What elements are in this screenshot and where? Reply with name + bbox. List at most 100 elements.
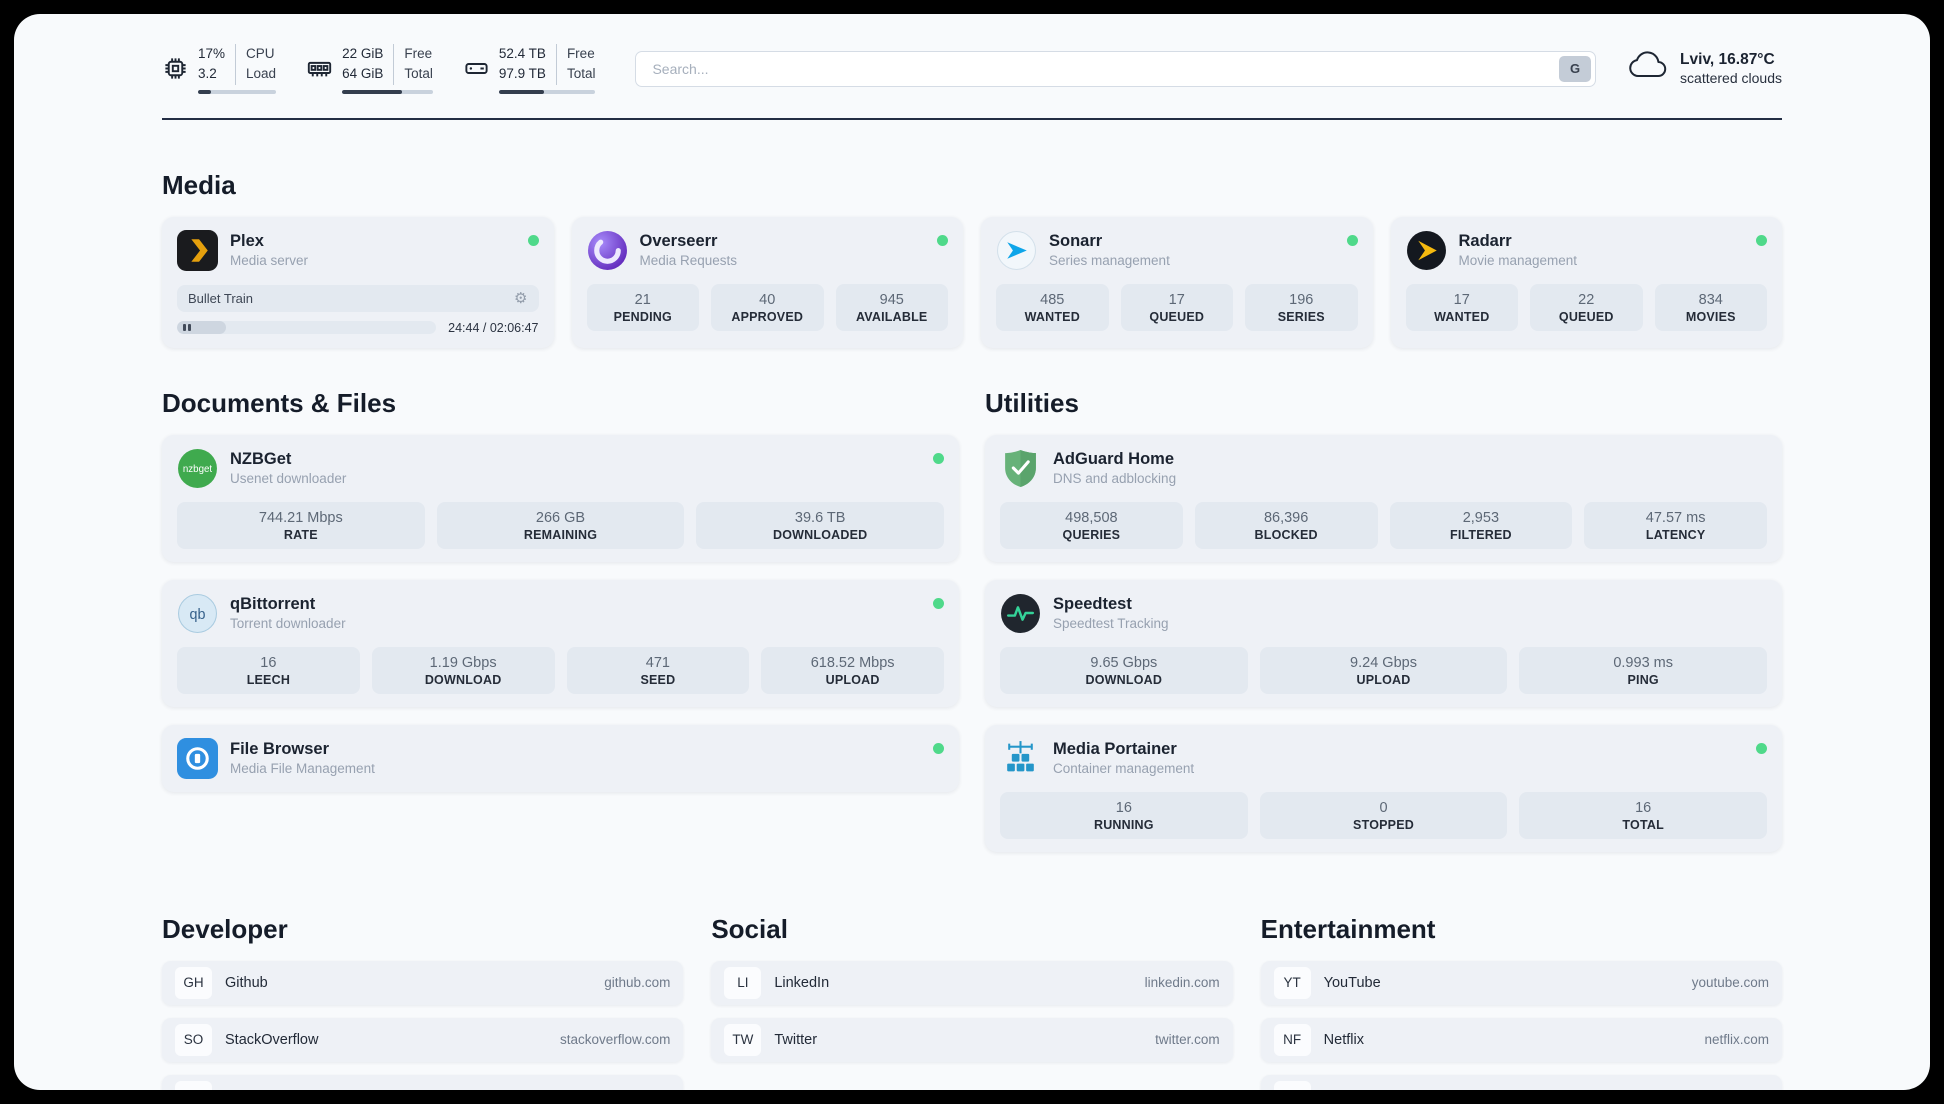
stat-value: 47.57 ms [1645,509,1706,526]
cloud-icon [1626,50,1670,87]
app-card-speedtest[interactable]: Speedtest Speedtest Tracking 9.65 Gbps D… [985,579,1782,707]
stat-label: PING [1627,672,1659,687]
stat-tile: 1.19 Gbps DOWNLOAD [371,646,555,694]
disk-total-label: Total [566,66,596,82]
bookmark-stackoverflow[interactable]: SO StackOverflow stackoverflow.com [162,1017,684,1062]
app-subtitle: Media Requests [639,253,738,268]
app-subtitle: DNS and adblocking [1053,471,1177,486]
stat-tile: 16 RUNNING [1000,791,1248,839]
stat-label: AVAILABLE [856,309,928,324]
stat-value: 40 [759,291,776,308]
app-card-radarr[interactable]: Radarr Movie management 17 WANTED 22 QUE… [1390,216,1782,348]
search-engine-button[interactable]: G [1559,55,1592,82]
search-input[interactable] [635,50,1597,87]
disk-free-value: 52.4 TB [498,46,546,61]
section-title-developer: Developer [162,913,288,944]
cpu-metric: 17% 3.2 CPU Load [162,44,277,94]
weather-widget: Lviv, 16.87°C scattered clouds [1626,50,1782,87]
topbar: 17% 3.2 CPU Load 22 GiB [162,44,1782,94]
plex-icon [177,229,218,271]
stat-tile: 618.52 Mbps UPLOAD [761,646,944,694]
gear-icon[interactable]: ⚙ [514,289,528,307]
section-title-media: Media [162,169,236,200]
app-card-sonarr[interactable]: Sonarr Series management 485 WANTED 17 Q… [981,216,1373,348]
stat-label: APPROVED [731,309,804,324]
stat-tile: 744.21 Mbps RATE [177,501,425,549]
stat-value: 0.993 ms [1613,654,1673,671]
ram-free-label: Free [404,46,433,61]
stat-tile: 471 SEED [566,646,750,694]
playback-progressbar[interactable] [177,321,437,334]
bookmark-youtube[interactable]: YT YouTube youtube.com [1260,960,1782,1005]
header-divider [162,117,1782,120]
cpu-load-value: 3.2 [198,66,217,82]
app-card-filebrowser[interactable]: File Browser Media File Management [162,724,959,792]
stat-tile: 16 LEECH [177,646,360,694]
bookmark-url: dev.to [635,1089,671,1090]
stat-value: 86,396 [1263,509,1309,526]
bookmark-badge: YT [1273,966,1311,999]
bookmark-name: Twitter [774,1031,818,1048]
bookmark-url: stackoverflow.com [560,1032,671,1047]
bookmark-badge: LI [724,966,762,999]
cpu-icon [162,55,189,82]
stat-tile: 22 QUEUED [1530,283,1643,331]
svg-text:nzbget: nzbget [183,464,212,475]
stat-label: SERIES [1277,309,1325,324]
overseerr-icon [587,230,628,271]
app-card-adguard[interactable]: AdGuard Home DNS and adblocking 498,508 … [985,434,1782,562]
ram-progressbar [342,89,433,94]
bookmark-name: DEV [225,1089,255,1091]
stat-value: 9.65 Gbps [1090,654,1158,671]
svg-text:qb: qb [190,607,206,623]
bookmark-url: github.com [604,975,671,990]
status-dot [933,597,944,609]
bookmark-reddit[interactable]: RE Reddit reddit.com [1260,1074,1782,1090]
ram-total-label: Total [404,66,433,82]
bookmark-twitter[interactable]: TW Twitter twitter.com [711,1017,1233,1062]
disk-progressbar [498,89,596,94]
stat-tile: 2,953 FILTERED [1389,501,1573,549]
stat-tile: 47.57 ms LATENCY [1584,501,1767,549]
bookmark-linkedin[interactable]: LI LinkedIn linkedin.com [711,960,1233,1005]
bookmark-badge: SO [175,1023,212,1056]
bookmark-github[interactable]: GH Github github.com [162,960,684,1005]
stat-value: 266 GB [535,509,586,526]
app-subtitle: Series management [1049,253,1170,268]
section-title-social: Social [711,913,788,944]
stat-tile: 9.65 Gbps DOWNLOAD [1000,646,1248,694]
app-card-plex[interactable]: Plex Media server Bullet Train ⚙ 24:44 /… [162,216,554,348]
bookmark-name: Github [225,974,268,991]
stat-value: 21 [634,291,651,308]
cpu-load-label: Load [246,66,277,82]
stat-label: TOTAL [1622,817,1664,832]
stat-label: DOWNLOADED [773,527,868,542]
filebrowser-icon [177,737,218,779]
app-card-portainer[interactable]: Media Portainer Container management 16 … [985,724,1782,852]
stat-label: RATE [283,527,318,542]
stat-value: 1.19 Gbps [429,654,497,671]
section-documents: Documents & Files nzbget NZBGet Usenet d… [162,388,959,792]
ram-metric: 22 GiB 64 GiB Free Total [306,44,433,94]
bookmark-dev[interactable]: DT DEV dev.to [162,1074,684,1091]
stat-label: MOVIES [1685,309,1736,324]
bookmark-url: twitter.com [1155,1032,1220,1047]
ram-free-value: 22 GiB [342,46,384,61]
bookmark-badge: GH [175,966,212,999]
app-subtitle: Media server [230,253,309,268]
app-subtitle: Torrent downloader [230,616,346,631]
stat-tile: 196 SERIES [1245,283,1358,331]
app-card-qbittorrent[interactable]: qb qBittorrent Torrent downloader 16 LEE… [162,579,959,707]
stat-label: DOWNLOAD [1085,672,1163,687]
app-card-overseerr[interactable]: Overseerr Media Requests 21 PENDING 40 A… [571,216,963,348]
app-card-nzbget[interactable]: nzbget NZBGet Usenet downloader 744.21 M… [162,434,959,562]
pause-icon[interactable] [183,324,191,331]
stat-tile: 834 MOVIES [1654,283,1767,331]
app-subtitle: Container management [1053,761,1195,776]
bookmark-netflix[interactable]: NF Netflix netflix.com [1260,1017,1782,1062]
stat-value: 471 [645,654,670,671]
bookmark-url: reddit.com [1706,1089,1769,1090]
status-dot [527,234,539,246]
bookmark-name: LinkedIn [774,974,830,991]
weather-condition: scattered clouds [1680,70,1782,87]
